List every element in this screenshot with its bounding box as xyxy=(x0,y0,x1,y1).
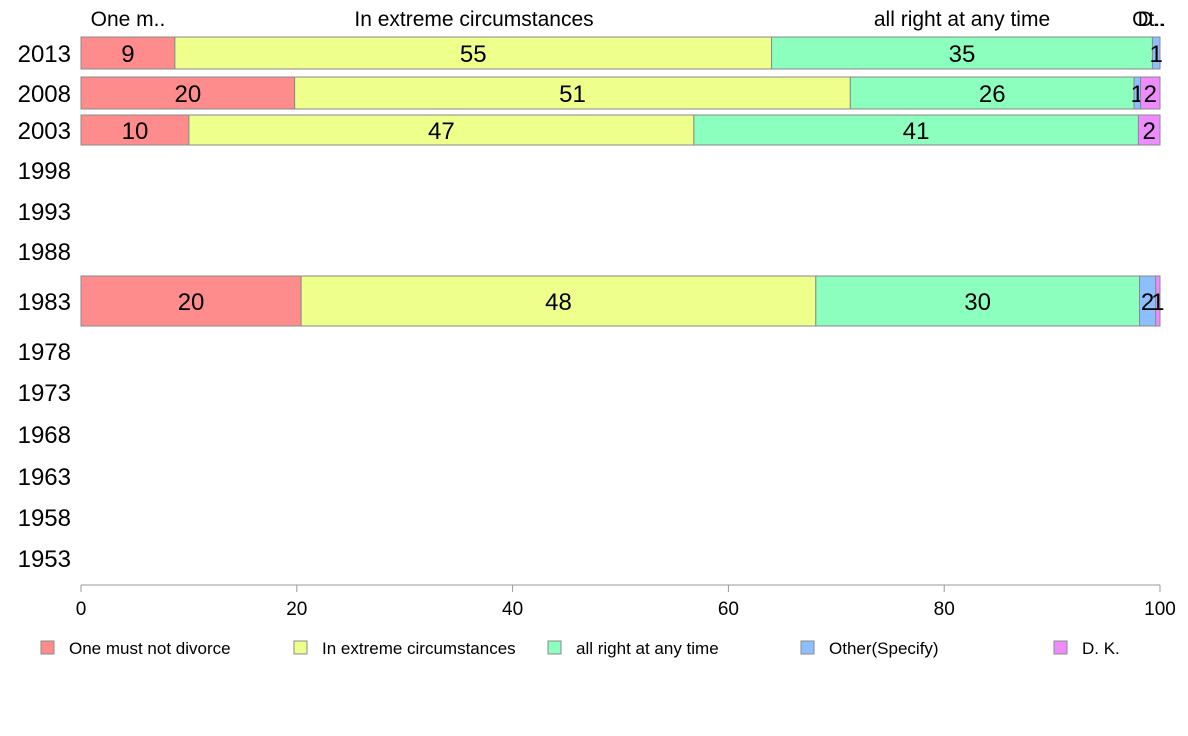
bar-segment xyxy=(1140,76,1161,110)
year-label: 1978 xyxy=(18,339,71,366)
legend-label: all right at any time xyxy=(576,639,719,658)
legend-swatch xyxy=(800,640,815,655)
top-series-label: Ot.. xyxy=(1132,8,1166,31)
year-label: 1968 xyxy=(18,422,71,449)
legend-label: D. K. xyxy=(1082,639,1120,658)
bar-segment xyxy=(80,114,190,146)
bar-value-label: 30 xyxy=(964,289,991,316)
year-label: 1993 xyxy=(18,199,71,226)
bar-value-label: 51 xyxy=(559,81,586,108)
bar-segment xyxy=(815,275,1140,327)
legend-label: One must not divorce xyxy=(69,639,231,658)
year-label: 1958 xyxy=(18,505,71,532)
bar-value-label: 1 xyxy=(1150,41,1163,68)
top-series-label: D.. xyxy=(1138,8,1165,31)
top-series-label: One m.. xyxy=(91,8,166,31)
year-label: 1963 xyxy=(18,464,71,491)
bar-value-label: 20 xyxy=(178,289,205,316)
bar-segment xyxy=(188,114,695,146)
year-label: 1953 xyxy=(18,546,71,573)
x-tick-label: 0 xyxy=(76,599,87,620)
bar-segment xyxy=(80,275,302,327)
bar-value-label: 9 xyxy=(121,41,134,68)
bar-value-label: 2 xyxy=(1143,118,1156,145)
bar-value-label: 47 xyxy=(428,118,455,145)
top-series-label: In extreme circumstances xyxy=(354,8,593,31)
bar-value-label: 2 xyxy=(1144,81,1157,108)
legend-label: In extreme circumstances xyxy=(322,639,516,658)
legend-swatch xyxy=(1053,640,1068,655)
bar-segment xyxy=(1137,114,1161,146)
bar-value-label: 2 xyxy=(1141,289,1154,316)
bar-segment xyxy=(174,36,773,70)
x-tick-label: 60 xyxy=(718,599,739,620)
bar-segment xyxy=(1151,36,1161,70)
x-tick-label: 80 xyxy=(934,599,955,620)
bar-value-label: 20 xyxy=(174,81,201,108)
legend-label: Other(Specify) xyxy=(829,639,939,658)
legend-swatch xyxy=(293,640,308,655)
x-tick-label: 100 xyxy=(1144,599,1176,620)
year-label: 1983 xyxy=(18,289,71,316)
bar-segment xyxy=(80,76,296,110)
year-label: 2008 xyxy=(18,81,71,108)
bar-value-label: 48 xyxy=(545,289,572,316)
legend-swatch xyxy=(547,640,562,655)
bar-segment xyxy=(1155,275,1161,327)
bar-value-label: 35 xyxy=(949,41,976,68)
legend-swatch xyxy=(40,640,55,655)
bar-segment xyxy=(300,275,817,327)
year-label: 1998 xyxy=(18,158,71,185)
bar-segment xyxy=(294,76,851,110)
year-label: 1973 xyxy=(18,380,71,407)
year-label: 2013 xyxy=(18,41,71,68)
bar-value-label: 41 xyxy=(903,118,930,145)
top-series-label: all right at any time xyxy=(874,8,1050,31)
bar-value-label: 55 xyxy=(460,41,487,68)
year-label: 1988 xyxy=(18,239,71,266)
bar-segment xyxy=(849,76,1135,110)
x-tick-label: 20 xyxy=(286,599,307,620)
bar-value-label: 1 xyxy=(1151,289,1164,316)
x-tick-label: 40 xyxy=(502,599,523,620)
bar-value-label: 26 xyxy=(979,81,1006,108)
bar-segment xyxy=(693,114,1139,146)
year-label: 2003 xyxy=(18,118,71,145)
bar-value-label: 10 xyxy=(122,118,149,145)
